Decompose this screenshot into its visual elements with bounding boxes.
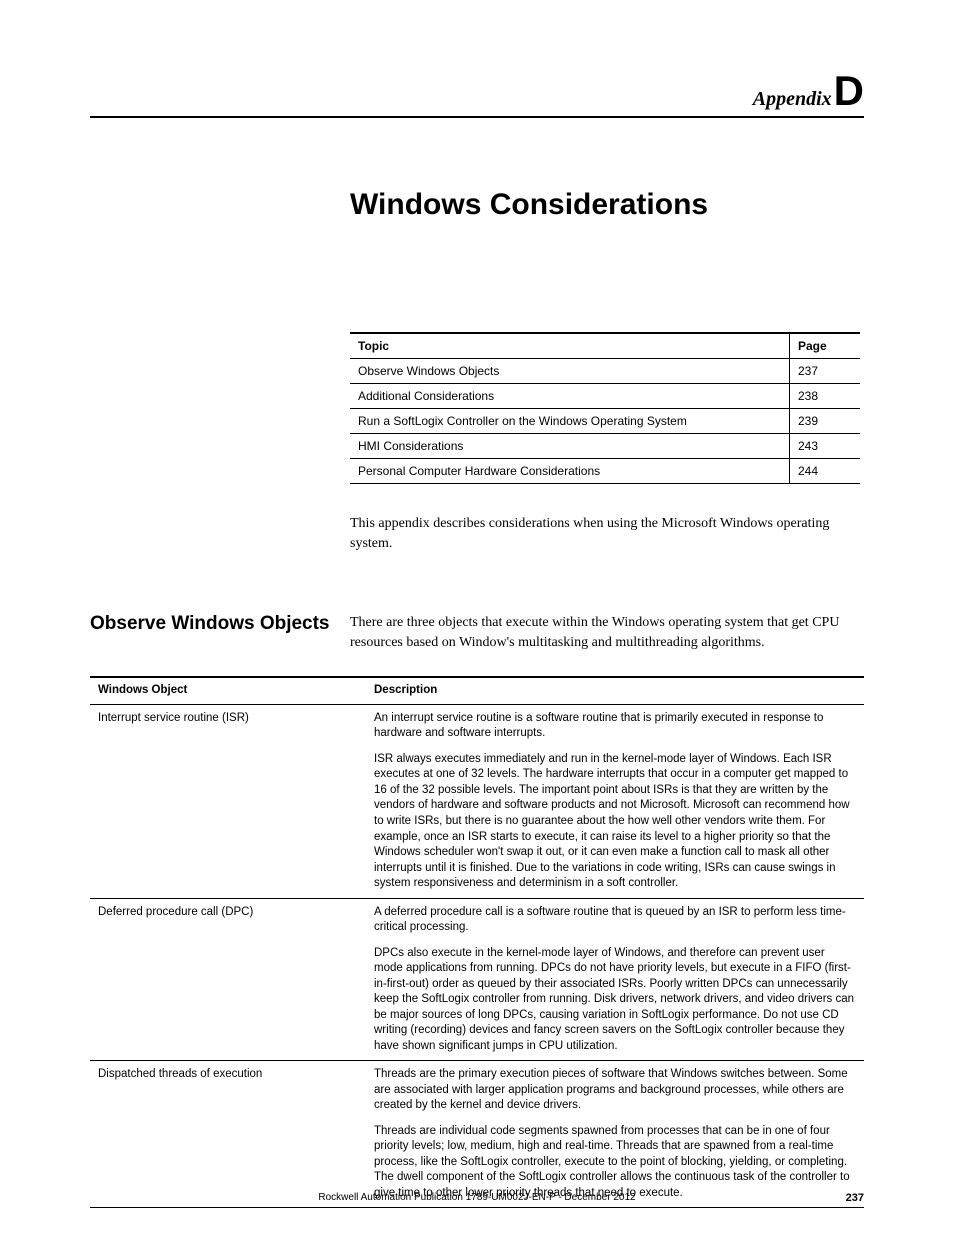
footer-text: Rockwell Automation Publication 1789-UM0… <box>318 1192 635 1203</box>
toc-topic: Run a SoftLogix Controller on the Window… <box>350 409 790 434</box>
toc-header-page: Page <box>790 333 861 359</box>
objects-cell-desc: A deferred procedure call is a software … <box>366 898 864 1061</box>
toc-topic: Personal Computer Hardware Consideration… <box>350 459 790 484</box>
toc-topic: HMI Considerations <box>350 434 790 459</box>
desc-p2: DPCs also execute in the kernel-mode lay… <box>374 946 856 1055</box>
toc-topic: Observe Windows Objects <box>350 359 790 384</box>
appendix-letter: D <box>834 67 864 114</box>
appendix-word: Appendix <box>753 88 832 110</box>
toc-row: Observe Windows Objects 237 <box>350 359 860 384</box>
toc-page: 243 <box>790 434 861 459</box>
objects-cell-desc: An interrupt service routine is a softwa… <box>366 704 864 898</box>
objects-cell-desc: Threads are the primary execution pieces… <box>366 1061 864 1208</box>
page: AppendixD Windows Considerations Topic P… <box>0 0 954 1235</box>
desc-p1: An interrupt service routine is a softwa… <box>374 711 856 742</box>
objects-row: Deferred procedure call (DPC) A deferred… <box>90 898 864 1061</box>
toc-page: 244 <box>790 459 861 484</box>
footer-page-number: 237 <box>846 1192 864 1204</box>
toc-topic: Additional Considerations <box>350 384 790 409</box>
intro-paragraph: This appendix describes considerations w… <box>350 514 860 553</box>
desc-p2: ISR always executes immediately and run … <box>374 752 856 892</box>
desc-p2: Threads are individual code segments spa… <box>374 1124 856 1202</box>
toc-table: Topic Page Observe Windows Objects 237 A… <box>350 332 860 484</box>
toc-page: 237 <box>790 359 861 384</box>
appendix-header: AppendixD <box>90 70 864 118</box>
toc-header-topic: Topic <box>350 333 790 359</box>
desc-p1: Threads are the primary execution pieces… <box>374 1067 856 1114</box>
toc-row: HMI Considerations 243 <box>350 434 860 459</box>
toc-page: 238 <box>790 384 861 409</box>
toc-row: Personal Computer Hardware Consideration… <box>350 459 860 484</box>
objects-row: Dispatched threads of execution Threads … <box>90 1061 864 1208</box>
objects-table: Windows Object Description Interrupt ser… <box>90 676 864 1208</box>
objects-header-object: Windows Object <box>90 677 366 704</box>
objects-header-desc: Description <box>366 677 864 704</box>
toc-page: 239 <box>790 409 861 434</box>
toc-row: Run a SoftLogix Controller on the Window… <box>350 409 860 434</box>
section-heading: Observe Windows Objects <box>90 613 350 635</box>
desc-p1: A deferred procedure call is a software … <box>374 905 856 936</box>
chapter-title: Windows Considerations <box>350 188 864 222</box>
footer: Rockwell Automation Publication 1789-UM0… <box>90 1192 864 1203</box>
toc-row: Additional Considerations 238 <box>350 384 860 409</box>
objects-cell-object: Deferred procedure call (DPC) <box>90 898 366 1061</box>
objects-cell-object: Dispatched threads of execution <box>90 1061 366 1208</box>
objects-row: Interrupt service routine (ISR) An inter… <box>90 704 864 898</box>
section-row: Observe Windows Objects There are three … <box>90 613 864 652</box>
objects-cell-object: Interrupt service routine (ISR) <box>90 704 366 898</box>
section-body: There are three objects that execute wit… <box>350 613 864 652</box>
